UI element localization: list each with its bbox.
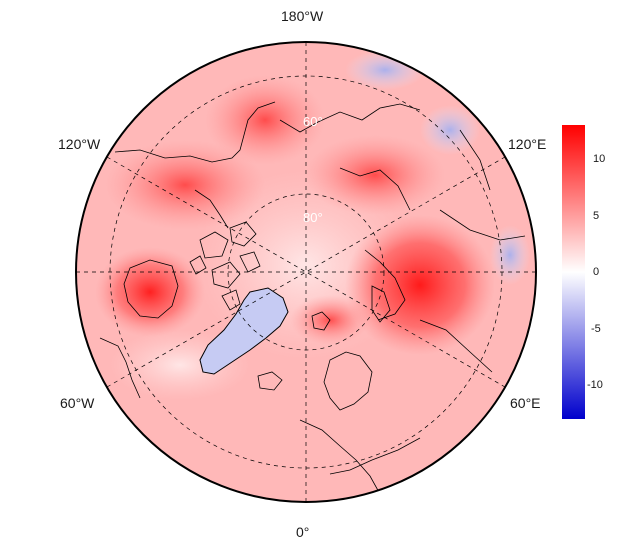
lon-label-lower-left: 60°W — [60, 395, 95, 411]
map-boundary — [75, 41, 537, 503]
lon-label-bottom: 0° — [296, 524, 310, 540]
colorbar-tick: 10 — [593, 153, 606, 165]
coastlines — [99, 101, 526, 495]
colorbar-tick: 5 — [593, 210, 600, 222]
colorbar — [562, 125, 585, 419]
lon-label-upper-left: 120°W — [58, 136, 101, 152]
graticule — [76, 42, 536, 502]
colorbar-tick: 0 — [593, 266, 600, 278]
colorbar-ticks: 10 5 0 -5 -10 — [585, 125, 615, 419]
lon-label-lower-right: 60°E — [510, 395, 541, 411]
colorbar-tick: -10 — [587, 379, 603, 391]
colorbar-tick: -5 — [591, 323, 601, 335]
lon-label-top: 180°W — [281, 8, 324, 24]
greenland-region — [199, 287, 289, 375]
lon-label-upper-right: 120°E — [508, 136, 547, 152]
lat-label-80: 80° — [303, 210, 323, 225]
lat-label-60: 60° — [303, 114, 323, 129]
